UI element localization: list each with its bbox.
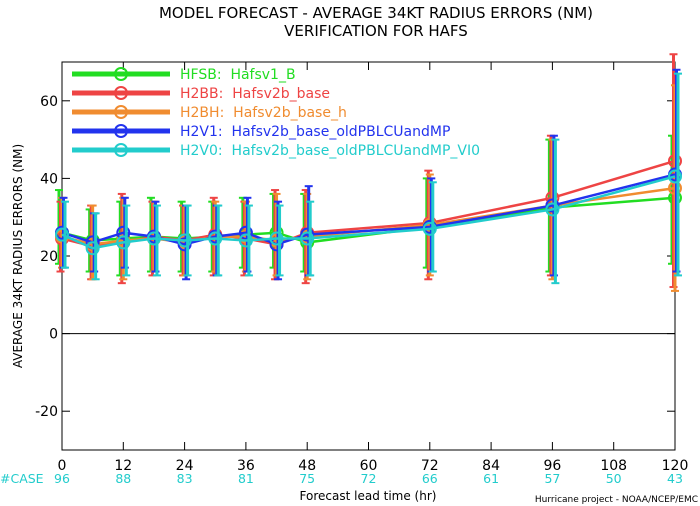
y-tick-label: 0 — [49, 327, 58, 343]
data-point — [116, 235, 131, 250]
data-point — [300, 227, 315, 242]
case-count: 72 — [361, 471, 377, 486]
legend-marker — [114, 105, 128, 119]
data-point — [668, 169, 682, 184]
case-count: 66 — [422, 471, 438, 486]
x-tick-label: 36 — [237, 458, 255, 474]
legend-marker — [114, 86, 128, 100]
case-count: 83 — [177, 471, 193, 486]
data-point — [422, 221, 437, 236]
case-count: 50 — [606, 471, 622, 486]
x-tick-label: 96 — [543, 458, 561, 474]
y-tick-label: 40 — [40, 171, 58, 187]
data-point — [238, 233, 253, 248]
x-tick-label: 120 — [662, 458, 689, 474]
data-point — [146, 231, 161, 246]
x-tick-label: 84 — [482, 458, 500, 474]
x-tick-label: 0 — [58, 458, 67, 474]
chart-title: MODEL FORECAST - AVERAGE 34KT RADIUS ERR… — [159, 4, 593, 22]
case-count: 43 — [667, 471, 683, 486]
legend-marker — [114, 124, 128, 138]
x-tick-label: 60 — [360, 458, 378, 474]
legend-marker — [114, 67, 128, 81]
case-count: 88 — [115, 471, 131, 486]
credit-note: Hurricane project - NOAA/NCEP/EMC — [535, 495, 698, 505]
series-layer — [55, 53, 682, 292]
case-count: 57 — [544, 471, 560, 486]
case-count: 75 — [299, 471, 315, 486]
x-tick-label: 12 — [114, 458, 132, 474]
y-tick-label: 20 — [40, 249, 58, 265]
legend-label: H2BH: Hafsv2b_base_h — [180, 105, 347, 121]
chart-subtitle: VERIFICATION FOR HAFS — [284, 22, 468, 40]
x-tick-label: 72 — [421, 458, 439, 474]
x-tick-label: 108 — [600, 458, 627, 474]
data-point — [208, 231, 223, 246]
legend-label: H2V1: Hafsv2b_base_oldPBLCUandMP — [180, 124, 450, 140]
legend: HFSB: Hafsv1_B H2BB: Hafsv2b_base H2BH: Ha… — [72, 67, 480, 159]
case-label: #CASE — [0, 471, 44, 486]
y-tick-label: -20 — [35, 404, 58, 420]
data-point — [545, 202, 560, 217]
case-count: 81 — [238, 471, 254, 486]
data-point — [300, 231, 315, 246]
case-count: 61 — [483, 471, 499, 486]
series-4 — [55, 72, 682, 285]
data-point — [238, 225, 253, 240]
legend-label: H2BB: Hafsv2b_base — [180, 86, 330, 102]
legend-label: H2V0: Hafsv2b_base_oldPBLCUandMP_VI0 — [180, 143, 480, 159]
legend-label: HFSB: Hafsv1_B — [180, 67, 296, 83]
data-point — [545, 198, 560, 213]
data-point — [177, 237, 192, 252]
y-axis-label: AVERAGE 34KT RADIUS ERRORS (NM) — [11, 144, 25, 368]
x-tick-label: 24 — [176, 458, 194, 474]
x-tick-label: 48 — [298, 458, 316, 474]
legend-marker — [114, 143, 128, 157]
data-point — [85, 241, 100, 256]
case-row: #CASE 96 88 83 81 75 72 66 61 57 50 43 — [0, 471, 683, 486]
x-axis-label: Forecast lead time (hr) — [300, 489, 437, 503]
y-tick-label: 60 — [40, 94, 58, 110]
x-axis: 0 12 24 36 48 60 72 84 96 108 120 — [58, 62, 689, 474]
data-point — [269, 231, 284, 246]
data-point — [55, 227, 69, 242]
case-count: 96 — [54, 471, 70, 486]
data-point — [116, 225, 131, 240]
data-point — [177, 233, 192, 248]
